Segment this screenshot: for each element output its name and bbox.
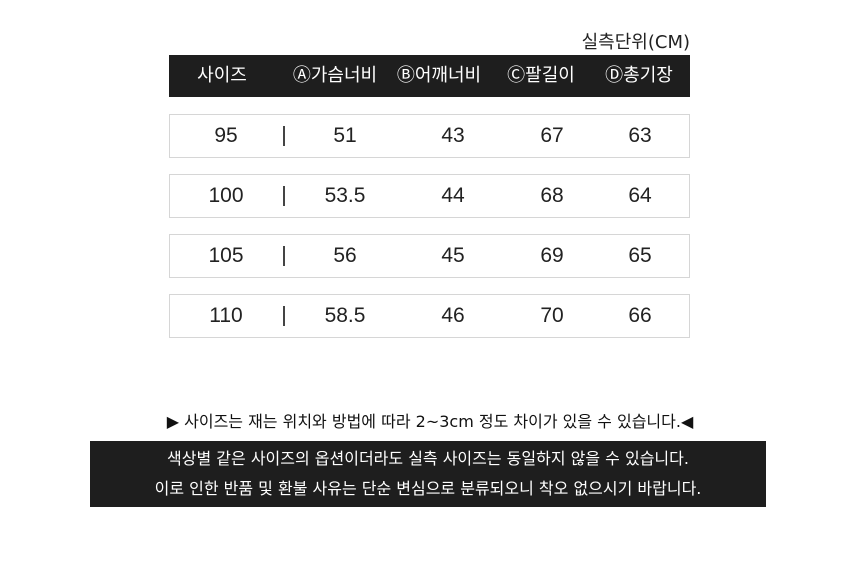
size-table-header: 사이즈 Ⓐ가슴너비 Ⓑ어깨너비 Ⓒ팔길이 Ⓓ총기장 (169, 55, 690, 97)
shoulder-value: 46 (441, 304, 465, 327)
column-header-length: Ⓓ총기장 (605, 65, 673, 86)
length-value: 66 (628, 304, 652, 327)
measurement-notice: ▶ 사이즈는 재는 위치와 방법에 따라 2~3cm 정도 차이가 있을 수 있… (166, 412, 694, 431)
unit-label: 실측단위(CM) (581, 32, 690, 53)
chest-value: 53.5 (324, 184, 366, 207)
divider (283, 186, 285, 206)
column-header-shoulder: Ⓑ어깨너비 (396, 65, 482, 86)
sleeve-value: 67 (540, 124, 564, 147)
size-value: 95 (214, 124, 238, 147)
shoulder-value: 44 (441, 184, 465, 207)
table-row: 100 53.5 44 68 64 (169, 174, 690, 218)
sleeve-value: 69 (540, 244, 564, 267)
column-header-size: 사이즈 (197, 65, 247, 86)
length-value: 65 (628, 244, 652, 267)
warning-line: 이로 인한 반품 및 환불 사유는 단순 변심으로 분류되오니 착오 없으시기 … (154, 479, 702, 498)
table-row: 105 56 45 69 65 (169, 234, 690, 278)
table-row: 110 58.5 46 70 66 (169, 294, 690, 338)
size-value: 105 (208, 244, 244, 267)
table-row: 95 51 43 67 63 (169, 114, 690, 158)
sleeve-value: 68 (540, 184, 564, 207)
chest-value: 51 (333, 124, 357, 147)
shoulder-value: 43 (441, 124, 465, 147)
shoulder-value: 45 (441, 244, 465, 267)
chest-value: 58.5 (324, 304, 366, 327)
column-header-chest: Ⓐ가슴너비 (292, 65, 378, 86)
divider (283, 246, 285, 266)
length-value: 63 (628, 124, 652, 147)
warning-box: 색상별 같은 사이즈의 옵션이더라도 실측 사이즈는 동일하지 않을 수 있습니… (90, 441, 766, 507)
sleeve-value: 70 (540, 304, 564, 327)
size-value: 100 (208, 184, 244, 207)
divider (283, 126, 285, 146)
column-header-sleeve: Ⓒ팔길이 (507, 65, 575, 86)
divider (283, 306, 285, 326)
warning-line: 색상별 같은 사이즈의 옵션이더라도 실측 사이즈는 동일하지 않을 수 있습니… (167, 449, 689, 468)
size-value: 110 (209, 304, 243, 327)
chest-value: 56 (333, 244, 357, 267)
length-value: 64 (628, 184, 652, 207)
